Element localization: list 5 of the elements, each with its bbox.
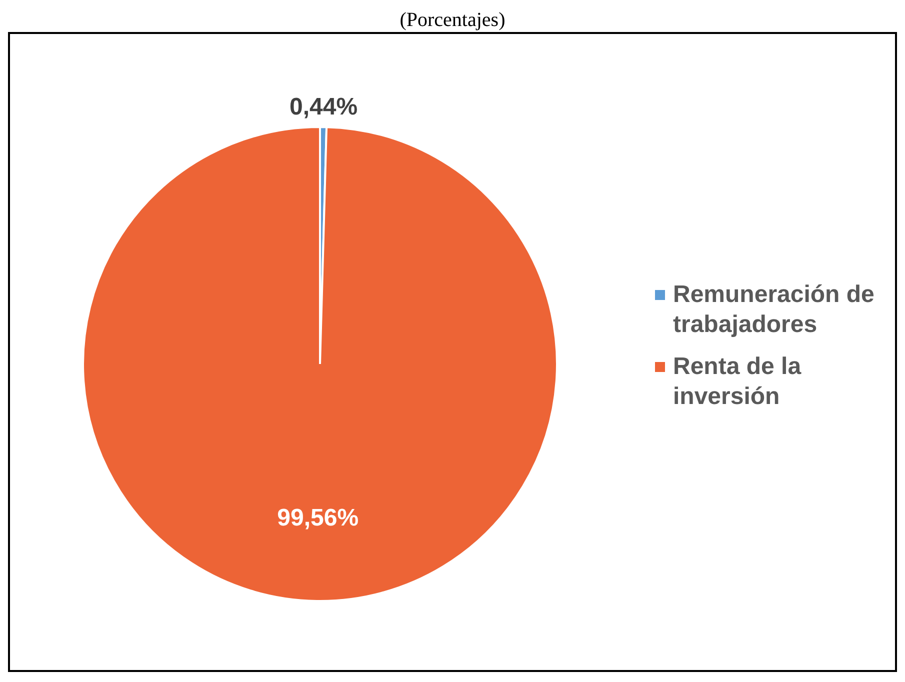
data-label: 0,44%	[290, 94, 358, 121]
legend-label: Remuneración de trabajadores	[673, 280, 876, 340]
data-label: 99,56%	[277, 504, 359, 532]
chart-subtitle: (Porcentajes)	[398, 8, 506, 32]
legend-label: Renta de la inversión	[673, 352, 802, 412]
